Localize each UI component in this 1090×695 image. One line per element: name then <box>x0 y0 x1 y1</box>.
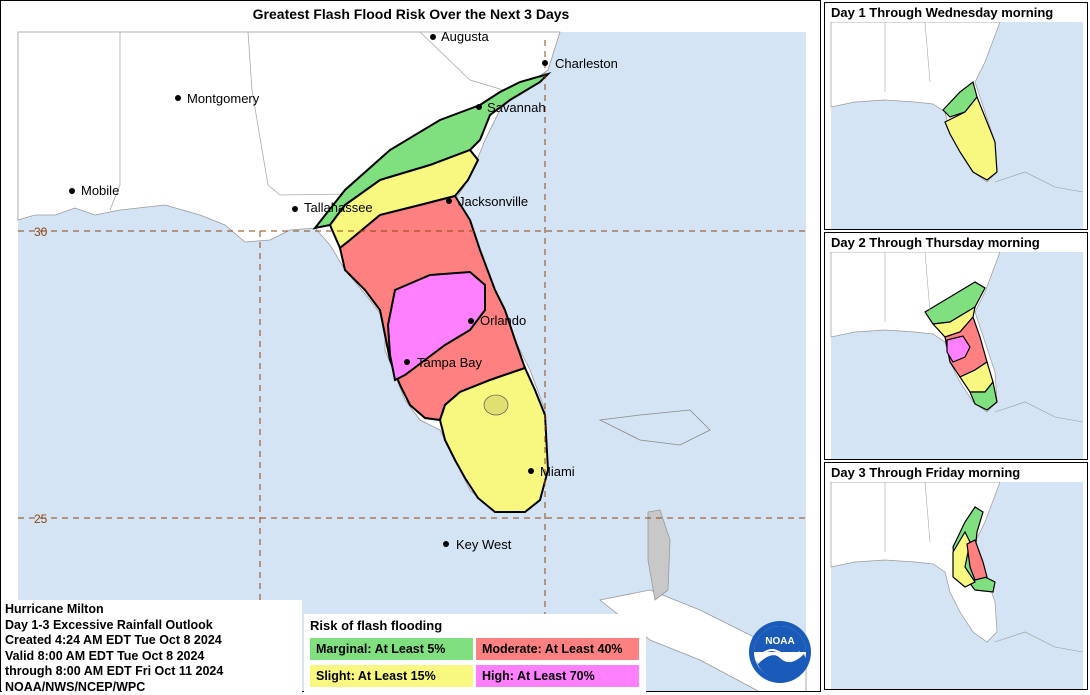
day2-panel: Day 2 Through Thursday morning <box>824 232 1088 460</box>
outlook-info-box: Hurricane Milton Day 1-3 Excessive Rainf… <box>2 600 302 692</box>
lake-okeechobee <box>484 395 508 415</box>
legend-high: High: At Least 70% <box>476 665 639 687</box>
info-line-storm: Hurricane Milton <box>5 602 302 618</box>
city-label: Tallahassee <box>304 200 373 215</box>
legend-title: Risk of flash flooding <box>310 618 442 633</box>
logo-text: NOAA <box>765 636 794 647</box>
day1-title: Day 1 Through Wednesday morning <box>831 5 1053 20</box>
info-line-product: Day 1-3 Excessive Rainfall Outlook <box>5 618 302 634</box>
day2-title: Day 2 Through Thursday morning <box>831 235 1040 250</box>
legend-marginal: Marginal: At Least 5% <box>310 638 473 660</box>
lat-25-label: 25 <box>34 512 48 526</box>
day1-map <box>825 22 1088 230</box>
city-label: Miami <box>540 464 575 479</box>
city-label: Montgomery <box>187 91 260 106</box>
city-label: Orlando <box>480 313 526 328</box>
info-line-through: through 8:00 AM EDT Fri Oct 11 2024 <box>5 664 302 680</box>
city-label: Tampa Bay <box>417 355 483 370</box>
legend-slight: Slight: At Least 15% <box>310 665 473 687</box>
city-label: Key West <box>456 537 512 552</box>
city-savannah: Savannah <box>476 100 546 115</box>
day2-map <box>825 252 1088 460</box>
city-label: Jacksonville <box>458 194 528 209</box>
city-montgomery: Montgomery <box>175 91 260 106</box>
main-map-panel: 30 25 Augusta Charleston Montgomery Sava… <box>0 0 822 692</box>
day3-map <box>825 482 1088 690</box>
legend-moderate: Moderate: At Least 40% <box>476 638 639 660</box>
day3-panel: Day 3 Through Friday morning <box>824 462 1088 690</box>
city-jacksonville: Jacksonville <box>446 194 528 209</box>
info-line-valid: Valid 8:00 AM EDT Tue Oct 8 2024 <box>5 649 302 665</box>
city-label: Augusta <box>441 29 489 44</box>
map-title: Greatest Flash Flood Risk Over the Next … <box>0 6 822 22</box>
city-label: Charleston <box>555 56 618 71</box>
info-line-created: Created 4:24 AM EDT Tue Oct 8 2024 <box>5 633 302 649</box>
noaa-logo: NOAA <box>748 620 812 684</box>
lat-30-label: 30 <box>34 225 48 239</box>
city-tallahassee: Tallahassee <box>292 200 373 215</box>
info-line-agency: NOAA/NWS/NCEP/WPC <box>5 680 302 695</box>
day1-panel: Day 1 Through Wednesday morning <box>824 2 1088 230</box>
city-label: Mobile <box>81 183 119 198</box>
risk-legend: Risk of flash flooding Marginal: At Leas… <box>304 614 646 692</box>
city-label: Savannah <box>487 100 546 115</box>
day3-title: Day 3 Through Friday morning <box>831 465 1020 480</box>
main-map: 30 25 Augusta Charleston Montgomery Sava… <box>0 0 822 692</box>
